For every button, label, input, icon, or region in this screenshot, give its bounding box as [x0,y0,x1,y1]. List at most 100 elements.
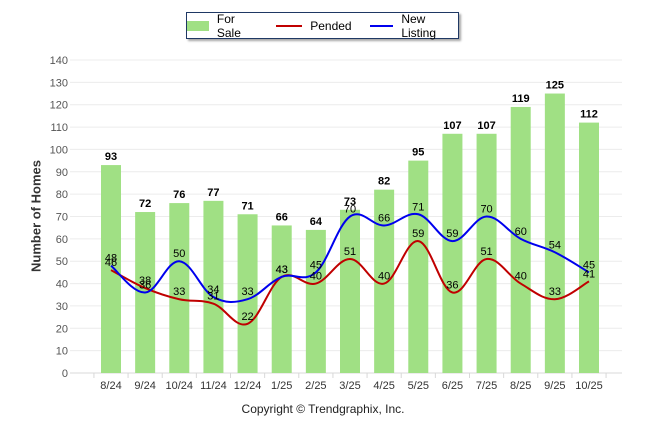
x-tick-label: 12/24 [234,380,262,392]
bar-value-label: 77 [207,187,219,199]
point-label-pended: 41 [583,268,595,280]
bar [374,189,395,373]
x-tick-label: 7/25 [476,380,497,392]
line-new-listing [110,212,590,304]
bar-value-label: 82 [378,176,390,188]
y-tick-label: 60 [56,234,68,246]
x-tick-label: 9/25 [544,380,565,392]
bar [237,214,258,373]
bar [203,200,224,373]
point-label-new-listing: 43 [276,264,288,276]
bar-value-label: 66 [276,211,288,223]
point-label-pended: 40 [515,271,527,283]
point-label-new-listing: 45 [583,259,595,271]
line-pended [110,240,590,326]
x-tick-label: 8/25 [510,380,531,392]
point-label-new-listing: 50 [173,248,185,260]
y-tick-label: 140 [50,55,68,67]
bar [271,225,292,373]
point-label-pended: 36 [446,280,458,292]
bar-value-label: 72 [139,198,151,210]
point-label-new-listing: 54 [549,239,561,251]
bar-value-label: 93 [105,151,117,163]
point-label-new-listing: 34 [207,284,219,296]
bar-value-label: 112 [580,109,598,121]
x-tick-label: 2/25 [305,380,326,392]
point-label-new-listing: 36 [139,280,151,292]
y-tick-label: 10 [56,346,68,358]
point-label-pended: 59 [412,228,424,240]
legend-swatch-for-sale [187,20,209,31]
legend: For Sale Pended New Listing [186,12,459,40]
y-tick-label: 40 [56,279,68,291]
y-tick-label: 130 [50,77,68,89]
point-label-pended: 40 [378,271,390,283]
x-tick-label: 3/25 [339,380,360,392]
y-tick-label: 70 [56,212,68,224]
bar-value-label: 107 [477,120,495,132]
x-tick-label: 10/25 [575,380,603,392]
bar [169,203,190,373]
point-label-pended: 43 [276,264,288,276]
x-tick-label: 9/24 [134,380,155,392]
point-label-new-listing: 33 [241,286,253,298]
point-label-pended: 33 [549,286,561,298]
x-tick-label: 5/25 [408,380,429,392]
x-axis-ticks: 8/24 9/24 10/24 11/24 12/24 1/25 2/25 3/25 4/25 5… [93,373,607,392]
legend-item-new-listing: New Listing [369,12,458,40]
legend-item-pended: Pended [276,18,352,33]
bar [579,122,599,373]
legend-swatch-pended [276,24,303,27]
point-label-pended: 40 [310,271,322,283]
bar-value-label: 125 [546,80,564,92]
point-label-new-listing: 66 [378,212,390,224]
point-label-new-listing: 45 [310,259,322,271]
bar-value-label: 76 [173,189,185,201]
bar-value-label: 64 [310,216,323,228]
x-tick-label: 10/24 [166,380,194,392]
legend-label-for-sale: For Sale [216,11,241,40]
point-label-new-listing: 70 [344,204,356,216]
y-axis-title: Number of Homes [28,160,44,272]
bar [442,133,463,373]
y-tick-label: 50 [56,256,68,268]
legend-swatch-new-listing [369,24,394,27]
bar [544,93,565,374]
x-tick-label: 6/25 [442,380,463,392]
x-tick-label: 1/25 [271,380,292,392]
point-label-pended: 51 [344,246,356,258]
bar [101,165,121,373]
point-label-pended: 31 [207,291,219,303]
x-tick-label: 11/24 [200,380,227,392]
y-tick-label: 90 [56,167,68,179]
bar-value-label: 71 [241,200,253,212]
y-tick-label: 80 [56,189,68,201]
point-label-pended: 33 [173,286,185,298]
point-label-new-listing: 48 [105,253,117,265]
bar-value-label: 95 [412,147,424,159]
legend-item-for-sale: For Sale [187,12,258,40]
point-label-new-listing: 70 [480,204,492,216]
y-tick-label: 20 [56,323,68,335]
point-label-pended: 22 [241,311,253,323]
bar [408,160,429,373]
bar [476,133,497,373]
point-label-new-listing: 59 [446,228,458,240]
bar [340,209,360,373]
bar-value-label: 107 [443,120,461,132]
x-tick-label: 8/24 [100,380,121,392]
point-label-pended: 46 [105,257,117,269]
point-label-pended: 51 [480,246,492,258]
bar-value-label: 73 [344,196,356,208]
legend-label-pended: Pended [310,18,352,33]
point-label-pended: 38 [139,275,151,287]
point-label-new-listing: 71 [412,201,424,213]
y-tick-label: 110 [50,122,68,134]
x-tick-label: 4/25 [373,380,394,392]
bar-value-label: 119 [512,93,530,105]
y-tick-label: 30 [56,301,68,313]
y-axis-ticks: 0 10 20 30 40 50 60 70 80 90 100 110 120 130 140 [50,55,68,380]
bar [305,229,326,373]
